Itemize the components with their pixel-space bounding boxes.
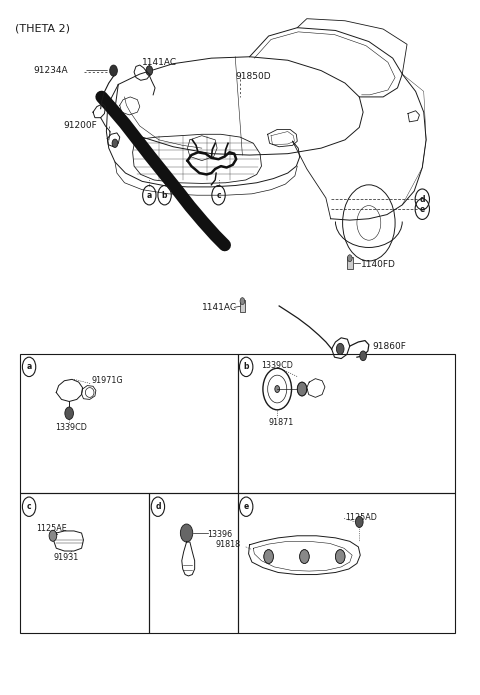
Circle shape (297, 382, 307, 396)
Bar (238, 493, 455, 632)
Text: e: e (420, 204, 425, 213)
Text: 91931: 91931 (53, 553, 78, 562)
Text: 91860F: 91860F (372, 342, 407, 350)
Circle shape (275, 386, 280, 393)
Circle shape (112, 139, 118, 147)
Text: 1141AC: 1141AC (202, 303, 237, 312)
Text: e: e (243, 502, 249, 512)
Text: 91818: 91818 (216, 540, 241, 549)
Text: a: a (26, 362, 32, 371)
Circle shape (110, 65, 117, 76)
Text: 91850D: 91850D (235, 72, 271, 81)
Text: 1339CD: 1339CD (55, 423, 87, 432)
Bar (149, 493, 238, 632)
Text: 91971G: 91971G (91, 375, 123, 384)
Circle shape (146, 66, 153, 76)
Text: 13396: 13396 (207, 530, 233, 539)
Text: 91200F: 91200F (63, 122, 97, 131)
Text: b: b (162, 190, 168, 199)
Text: 1141AC: 1141AC (142, 58, 177, 67)
Text: 91871: 91871 (269, 418, 294, 427)
Text: a: a (147, 190, 152, 199)
Circle shape (348, 255, 352, 261)
Text: 1140FD: 1140FD (361, 260, 396, 269)
Text: d: d (155, 502, 161, 512)
Circle shape (49, 530, 57, 541)
Circle shape (336, 550, 345, 564)
Circle shape (180, 524, 193, 542)
Circle shape (264, 550, 274, 564)
Text: d: d (420, 195, 425, 204)
Bar (347, 257, 353, 269)
Circle shape (360, 351, 366, 361)
Circle shape (65, 407, 73, 420)
Text: 1339CD: 1339CD (261, 361, 293, 370)
Text: c: c (27, 502, 31, 512)
Bar (238, 354, 455, 493)
Text: b: b (243, 362, 249, 371)
Circle shape (300, 550, 309, 564)
Bar (21, 354, 238, 493)
Text: 91234A: 91234A (34, 66, 69, 75)
Text: (THETA 2): (THETA 2) (15, 24, 70, 33)
Text: 1125AE: 1125AE (36, 524, 67, 533)
Text: c: c (216, 190, 221, 199)
Circle shape (356, 516, 363, 528)
Text: 1125AD: 1125AD (345, 513, 377, 521)
Circle shape (336, 343, 344, 354)
Bar (21, 493, 149, 632)
Circle shape (240, 297, 245, 304)
Bar (240, 300, 245, 312)
